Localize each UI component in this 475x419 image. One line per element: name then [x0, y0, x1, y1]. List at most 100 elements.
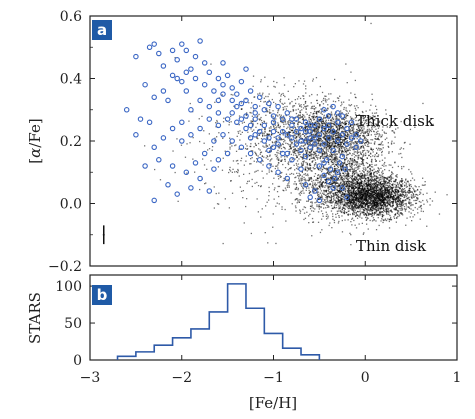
- disk-star-dot: [362, 198, 364, 200]
- disk-star-dot: [332, 170, 334, 172]
- disk-star-dot: [347, 112, 349, 114]
- disk-star-dot: [409, 191, 411, 193]
- disk-star-dot: [370, 134, 372, 136]
- disk-star-dot: [402, 148, 405, 150]
- disk-star-dot: [330, 205, 333, 207]
- disk-star-dot: [297, 122, 299, 124]
- disk-star-dot: [292, 173, 295, 175]
- disk-star-dot: [284, 156, 286, 158]
- disk-star-dot: [303, 135, 306, 137]
- disk-star-dot: [335, 137, 337, 140]
- disk-star-dot: [340, 141, 342, 143]
- disk-star-dot: [307, 153, 309, 156]
- disk-star-dot: [387, 176, 389, 178]
- disk-star-dot: [368, 130, 370, 132]
- disk-star-dot: [361, 217, 363, 219]
- disk-star-dot: [394, 181, 397, 183]
- disk-star-dot: [334, 204, 336, 206]
- disk-star-dot: [416, 208, 419, 210]
- disk-star-dot: [338, 136, 341, 139]
- disk-star-dot: [349, 141, 351, 143]
- disk-star-dot: [377, 133, 379, 135]
- disk-star-dot: [334, 160, 336, 162]
- disk-star-dot: [363, 139, 365, 141]
- disk-star-dot: [311, 204, 313, 206]
- disk-star-dot: [312, 133, 315, 135]
- disk-star-dot: [328, 185, 330, 187]
- disk-star-dot: [319, 231, 322, 234]
- disk-star-dot: [420, 206, 422, 208]
- disk-star-dot: [367, 217, 369, 219]
- disk-star-dot: [367, 142, 370, 144]
- disk-star-dot: [361, 151, 364, 153]
- disk-star-dot: [347, 189, 350, 191]
- disk-star-dot: [297, 152, 299, 154]
- disk-star-dot: [259, 118, 261, 120]
- disk-star-dot: [381, 178, 383, 180]
- disk-star-dot: [349, 153, 351, 155]
- disk-star-dot: [350, 142, 352, 145]
- disk-star-dot: [385, 211, 387, 213]
- disk-star-dot: [345, 198, 347, 200]
- disk-star-dot: [404, 181, 406, 183]
- disk-star-dot: [306, 167, 309, 169]
- disk-star-dot: [362, 199, 364, 201]
- disk-star-dot: [337, 171, 340, 173]
- disk-star-dot: [358, 129, 360, 132]
- disk-star-dot: [317, 154, 320, 156]
- disk-star-dot: [333, 118, 335, 120]
- disk-star-dot: [351, 218, 353, 220]
- disk-star-dot: [315, 150, 317, 152]
- disk-star-dot: [372, 195, 374, 197]
- disk-star-dot: [283, 179, 286, 182]
- disk-star-dot: [361, 188, 363, 190]
- disk-star-dot: [409, 216, 411, 218]
- disk-star-dot: [347, 134, 349, 136]
- disk-star-dot: [323, 138, 325, 140]
- disk-star-dot: [306, 126, 308, 128]
- disk-star-dot: [314, 183, 316, 186]
- disk-star-dot: [344, 136, 346, 138]
- disk-star-dot: [341, 201, 343, 203]
- disk-star-dot: [383, 180, 385, 182]
- disk-star-dot: [266, 133, 268, 135]
- disk-star-dot: [326, 197, 329, 199]
- disk-star-dot: [340, 191, 342, 193]
- disk-star-dot: [360, 130, 363, 132]
- disk-star-dot: [347, 120, 349, 122]
- disk-star-dot: [390, 188, 392, 191]
- disk-star-dot: [402, 188, 404, 190]
- disk-star-dot: [347, 149, 350, 151]
- disk-star-dot: [375, 195, 377, 197]
- disk-star-dot: [306, 143, 309, 146]
- disk-star-dot: [346, 163, 348, 166]
- disk-star-dot: [382, 190, 384, 192]
- disk-star-dot: [310, 155, 313, 157]
- disk-star-dot: [314, 144, 316, 146]
- disk-star-dot: [332, 153, 334, 155]
- disk-star-dot: [336, 167, 338, 170]
- disk-star-dot: [324, 176, 326, 178]
- disk-star-dot: [276, 151, 278, 154]
- disk-star-dot: [368, 145, 370, 148]
- disk-star-dot: [354, 195, 356, 197]
- disk-star-dot: [324, 181, 327, 183]
- disk-star-dot: [357, 181, 359, 184]
- disk-star-dot: [280, 139, 282, 141]
- disk-star-dot: [350, 181, 352, 183]
- disk-star-dot: [346, 180, 349, 183]
- disk-star-dot: [345, 158, 347, 160]
- disk-star-dot: [383, 197, 385, 199]
- disk-star-dot: [371, 125, 373, 128]
- disk-star-dot: [388, 207, 390, 210]
- disk-star-dot: [341, 121, 344, 123]
- disk-star-dot: [354, 224, 356, 226]
- disk-star-dot: [378, 207, 380, 209]
- disk-star-dot: [298, 193, 300, 195]
- disk-star-dot: [411, 191, 413, 193]
- disk-star-dot: [329, 156, 331, 158]
- disk-star-dot: [365, 120, 367, 122]
- disk-star-dot: [387, 189, 390, 191]
- disk-star-dot: [324, 137, 327, 140]
- disk-star-dot: [344, 121, 346, 123]
